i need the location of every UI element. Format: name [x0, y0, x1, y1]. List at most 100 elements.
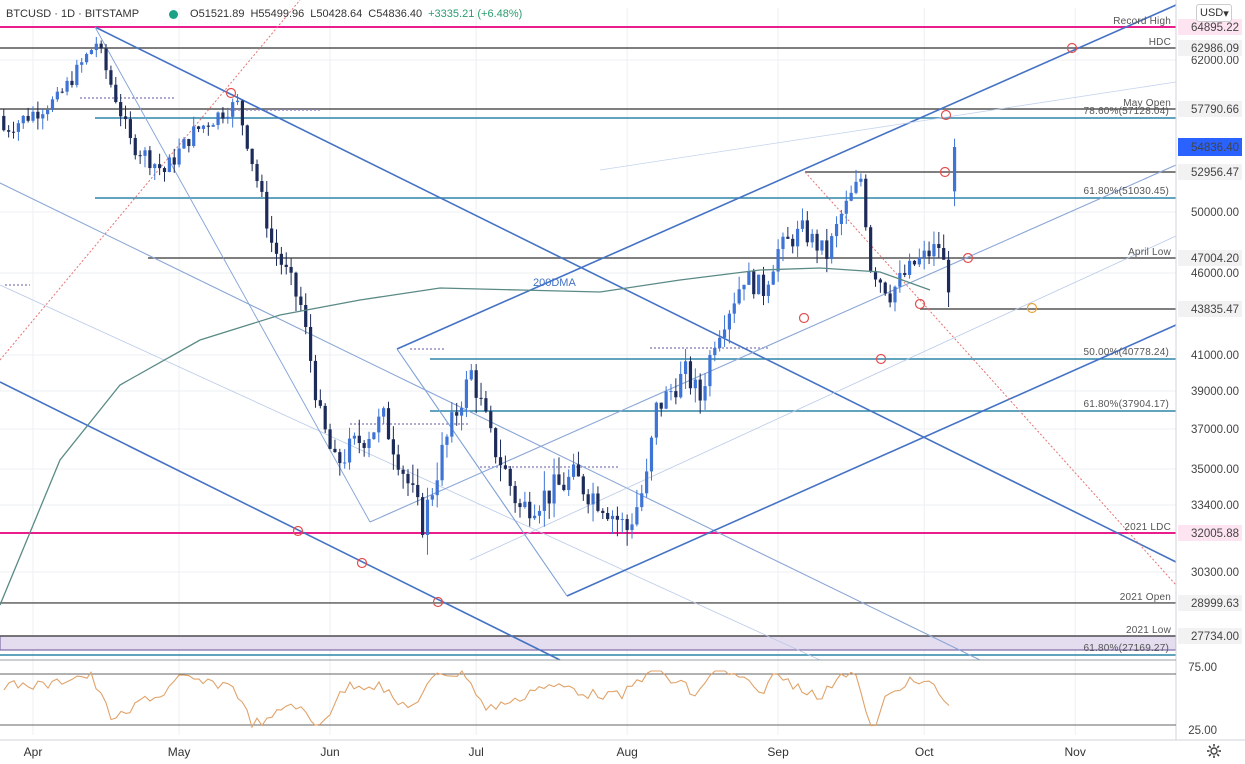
candle-body: [610, 515, 615, 520]
time-axis-label: Apr: [24, 745, 43, 759]
candle-body: [133, 138, 137, 156]
pivot-marker: [1066, 42, 1078, 54]
candle-body: [347, 438, 352, 463]
candle-body: [873, 270, 878, 280]
candle-body: [932, 244, 936, 257]
candle-body: [494, 428, 498, 458]
candle-body: [386, 408, 391, 440]
price-tag-label: 47004.20: [1191, 253, 1239, 265]
candle-body: [513, 485, 517, 504]
candle-body: [903, 273, 907, 275]
price-axis-label: 50000.00: [1191, 207, 1239, 219]
candle-body: [864, 178, 868, 228]
candle-body: [800, 220, 805, 229]
candle-body: [109, 70, 113, 85]
descending-channel-upper: [94, 26, 1177, 563]
candle-body: [338, 452, 342, 464]
candle-body: [255, 164, 259, 182]
candle-body: [854, 181, 858, 193]
price-tag-label: 62986.09: [1191, 43, 1239, 55]
candle-body: [80, 62, 84, 65]
candle-body: [664, 391, 668, 409]
candle-body: [810, 233, 814, 243]
candle-body: [41, 114, 45, 119]
candle-body: [99, 43, 103, 49]
ascending-channel-upper: [396, 4, 1177, 350]
candle-body: [299, 296, 303, 305]
time-axis-label: Jun: [320, 745, 339, 759]
candle-body: [698, 379, 702, 401]
candle-body: [372, 432, 376, 439]
price-tag-label: 64895.22: [1191, 22, 1239, 34]
candle-body: [620, 519, 624, 521]
pivot-marker: [962, 252, 974, 264]
trend-channels: [0, 0, 1177, 661]
candle-body: [542, 490, 546, 511]
candle-body: [289, 266, 293, 273]
candle-body: [576, 464, 581, 477]
candle-body: [450, 412, 454, 437]
candle-body: [776, 249, 780, 272]
candle-body: [528, 501, 532, 519]
price-axis-label: 37000.00: [1191, 424, 1239, 436]
time-axis-label: Aug: [616, 745, 637, 759]
candle-body: [912, 260, 917, 265]
candle-body: [737, 289, 741, 304]
candle-body: [196, 126, 201, 129]
candle-body: [654, 402, 658, 438]
candle-body: [367, 438, 371, 448]
symbol-label[interactable]: BTCUSD · 1D · BITSTAMP: [6, 8, 140, 20]
candle-body: [167, 157, 171, 172]
candle-body: [581, 476, 585, 495]
time-axis-label: Nov: [1065, 745, 1086, 759]
pitchfork-handle: [94, 26, 371, 523]
candle-body: [859, 178, 863, 182]
candle-body: [718, 337, 722, 349]
candle-body: [596, 493, 600, 511]
pivot-marker: [875, 353, 887, 365]
price-axis-label: 46000.00: [1191, 268, 1239, 280]
level-label: 2021 Low: [1126, 625, 1172, 636]
candle-body: [898, 273, 902, 287]
candle-body: [440, 444, 444, 481]
candle-body: [123, 116, 128, 120]
candle-body: [406, 473, 410, 484]
candle-body: [31, 111, 35, 121]
candle-body: [211, 124, 215, 127]
ascending-channel-lower: [566, 324, 1177, 597]
candle-body: [182, 139, 186, 149]
candle-body: [396, 454, 400, 470]
candle-body: [479, 397, 483, 399]
level-label: 2021 Open: [1120, 592, 1171, 603]
candle-body: [927, 250, 931, 257]
gear-icon[interactable]: [1206, 743, 1222, 759]
candle-body: [771, 271, 775, 285]
candle-body: [562, 484, 566, 490]
candle-body: [484, 398, 488, 412]
candle-body: [128, 119, 132, 139]
currency-selector[interactable]: USD ▾: [1196, 4, 1232, 22]
candle-body: [469, 370, 473, 380]
candle-body: [60, 91, 64, 93]
ohlc-header: BTCUSD · 1D · BITSTAMP O51521.89 H55499.…: [6, 5, 522, 23]
price-tag-box: [1178, 100, 1242, 117]
open-value: O51521.89: [190, 8, 245, 20]
candle-body: [615, 515, 619, 520]
candle-body: [187, 139, 191, 147]
candle-body: [192, 126, 196, 147]
candle-body: [328, 429, 332, 449]
candle-body: [625, 519, 629, 531]
candle-body: [834, 223, 839, 237]
candle-body: [270, 228, 274, 243]
candle-body: [94, 43, 98, 51]
candle-body: [571, 464, 576, 477]
pivot-marker: [914, 298, 926, 310]
price-tag-box: [1178, 39, 1242, 56]
time-axis-label: May: [168, 745, 191, 759]
candle-body: [766, 284, 770, 296]
candle-body: [304, 304, 308, 327]
candle-body: [16, 123, 20, 132]
candle-body: [333, 448, 337, 453]
